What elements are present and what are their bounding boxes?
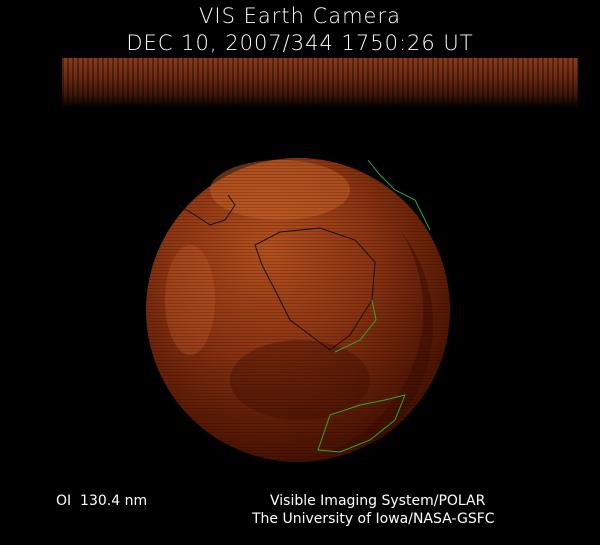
wavelength-label: OI 130.4 nm [56,493,148,509]
credit-line-1: Visible Imaging System/POLAR [270,493,486,509]
dayglow-noise-strip [62,58,578,108]
australia-coastline [317,394,406,453]
credit-line-2: The University of Iowa/NASA-GSFC [252,511,495,527]
antarctic-coast-green [334,299,377,353]
antarctica-coastline [254,227,376,351]
image-timestamp: DEC 10, 2007/344 1750:26 UT [126,31,474,55]
south-america-coastline [177,194,236,226]
africa-coastline [367,159,431,231]
image-title: VIS Earth Camera [199,4,401,28]
